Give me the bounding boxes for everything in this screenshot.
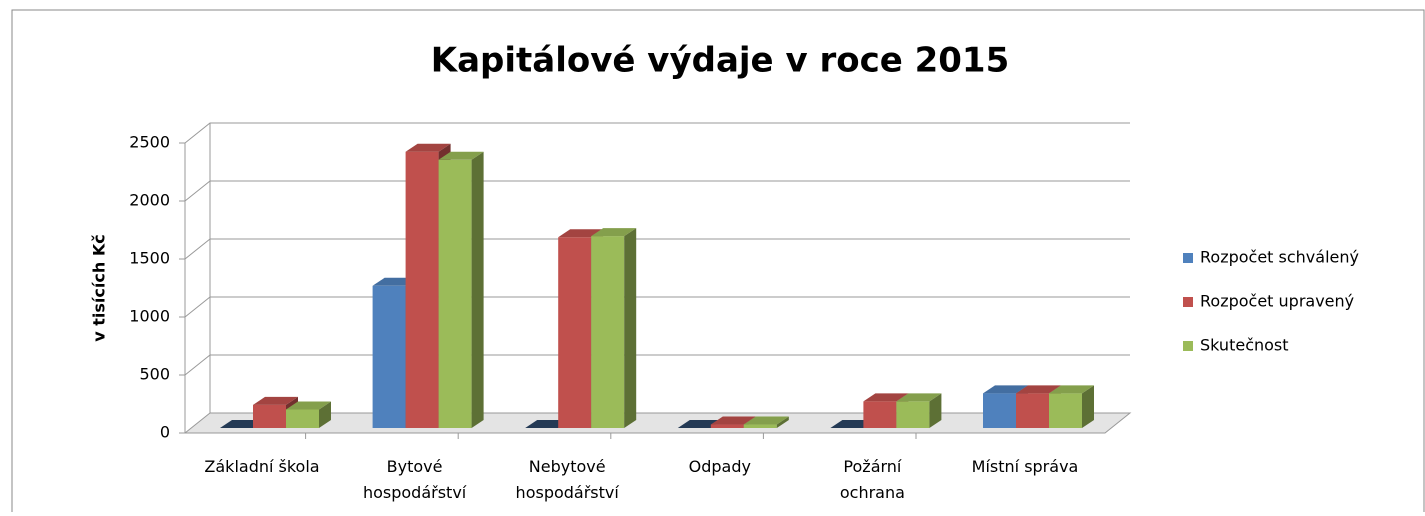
bar-front: [1016, 393, 1049, 428]
x-tick-label: Místní správa: [972, 457, 1079, 476]
bar-side: [1082, 385, 1094, 428]
legend-label: Skutečnost: [1200, 336, 1289, 355]
bar-front: [405, 151, 439, 428]
bar-side: [624, 228, 637, 428]
y-tick-label: 1500: [129, 249, 170, 268]
bar-front: [1049, 393, 1082, 428]
grid-line: [184, 238, 1130, 260]
bar-front: [286, 409, 319, 428]
bar-top: [253, 396, 298, 405]
bar-top: [1049, 385, 1094, 394]
x-tick-label: Základní škola: [204, 457, 319, 476]
bar-front: [896, 401, 930, 428]
y-tick-label: 2000: [129, 191, 170, 210]
bar-top: [286, 401, 331, 410]
x-tick-label: Nebytové hospodářství: [516, 457, 620, 502]
grid-line: [184, 296, 1130, 318]
grid-line: [184, 354, 1130, 376]
y-tick-label: 500: [139, 365, 170, 384]
bar-side: [319, 401, 331, 428]
legend-label: Rozpočet upravený: [1200, 292, 1354, 311]
y-tick-label: 1000: [129, 307, 170, 326]
bar-top: [743, 416, 789, 425]
bar-top: [558, 229, 604, 238]
legend-swatch: [1183, 253, 1193, 263]
chart-title: Kapitálové výdaje v roce 2015: [431, 41, 1010, 81]
bar-top: [983, 385, 1028, 394]
bar-front: [863, 401, 897, 428]
bar-top: [1016, 385, 1061, 394]
legend-label: Rozpočet schválený: [1200, 248, 1359, 267]
legend-swatch: [1183, 341, 1193, 351]
bar-top: [405, 143, 451, 152]
bar-side: [776, 416, 789, 428]
bar-front: [591, 236, 625, 428]
grid-line: [184, 180, 1130, 202]
bar-front: [372, 285, 406, 428]
x-tick-label: Odpady: [689, 457, 751, 476]
bar-front: [558, 237, 592, 428]
bar-front: [743, 424, 777, 428]
bar-top: [438, 151, 484, 160]
bar-front: [710, 424, 744, 428]
y-tick-label: 2500: [129, 133, 170, 152]
bar-side: [929, 393, 942, 428]
bar-side: [471, 151, 484, 429]
bar-top: [896, 393, 942, 402]
bar-top: [863, 393, 909, 402]
grid-line: [184, 122, 1130, 144]
x-tick-label: Požární ochrana: [840, 457, 905, 502]
legend-swatch: [1183, 297, 1193, 307]
y-tick-label: 0: [160, 423, 170, 442]
bar-top: [710, 416, 756, 425]
bar-front: [253, 404, 286, 428]
bar-front: [983, 393, 1016, 428]
bar-top: [591, 228, 637, 237]
y-axis-label: v tisících Kč: [90, 234, 109, 341]
x-tick-label: Bytové hospodářství: [363, 457, 467, 502]
bar-front: [438, 159, 472, 429]
